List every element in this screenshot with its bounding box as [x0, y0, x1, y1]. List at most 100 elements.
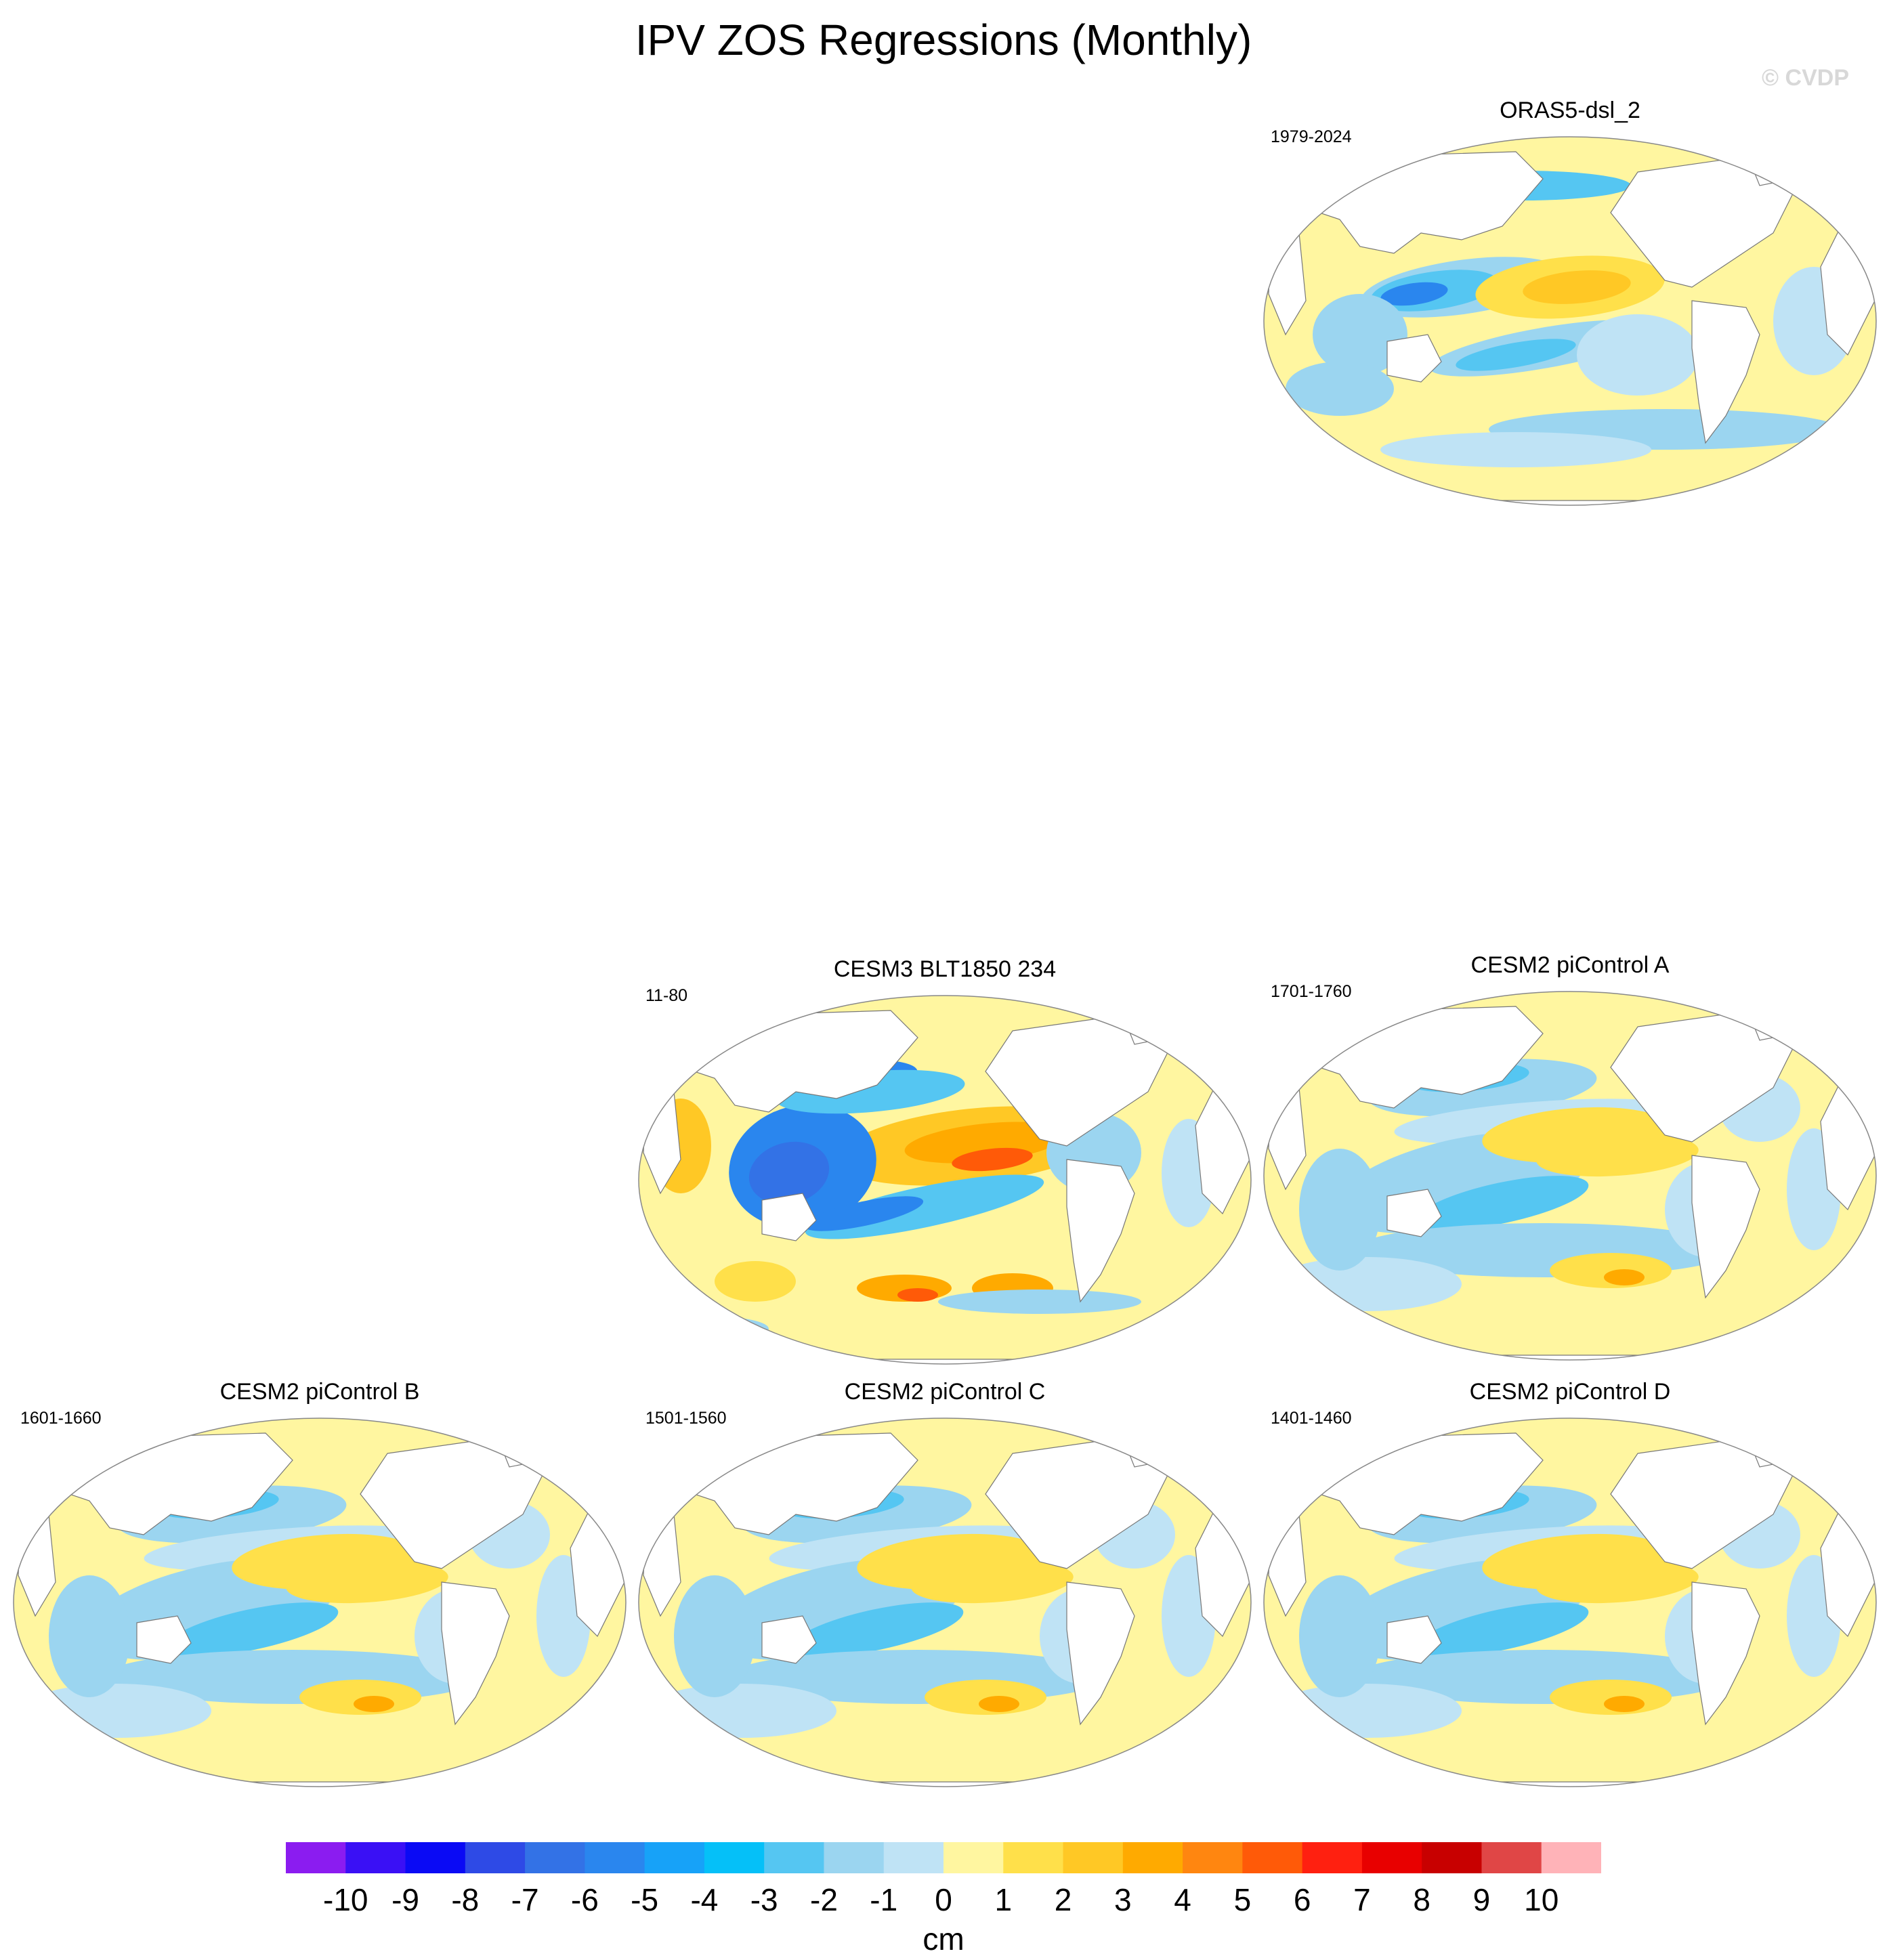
colorbar-tick-label: -1 — [870, 1882, 898, 1917]
colorbar-swatch — [764, 1842, 825, 1873]
colorbar-swatch — [883, 1842, 944, 1873]
colorbar-tick-label: 8 — [1413, 1882, 1430, 1917]
colorbar-swatch — [286, 1842, 346, 1873]
map-panel-cesm2-c: CESM2 piControl C 1501-1560 — [633, 1379, 1256, 1787]
colorbar-swatch — [1063, 1842, 1124, 1873]
panel-title: CESM2 piControl C — [844, 1379, 1046, 1405]
coastline — [136, 1615, 192, 1664]
map-field — [14, 1418, 626, 1787]
map-outline — [13, 1418, 627, 1787]
colorbar-unit: cm — [923, 1921, 964, 1957]
field-anomaly — [1313, 294, 1407, 375]
north-america-land — [1611, 1013, 1794, 1142]
coastline — [761, 1193, 817, 1241]
colorbar-swatch — [465, 1842, 526, 1873]
colorbar-tick-label: 3 — [1114, 1882, 1132, 1917]
coastline — [1298, 1432, 1544, 1535]
colorbar-swatch — [644, 1842, 705, 1873]
coastline — [1386, 1189, 1442, 1237]
colorbar-tick-label: -3 — [750, 1882, 778, 1917]
field-anomaly — [1536, 1134, 1699, 1177]
map-field — [639, 996, 1251, 1364]
field-anomaly — [1523, 270, 1631, 304]
field-anomaly — [1577, 314, 1699, 396]
colorbar-swatch — [1183, 1842, 1243, 1873]
panel-title: ORAS5-dsl_2 — [1500, 98, 1640, 123]
australia-land — [137, 1616, 191, 1663]
field-anomaly — [938, 1290, 1141, 1314]
panel-title: CESM2 piControl A — [1470, 952, 1670, 978]
field-anomaly — [1416, 1602, 1589, 1657]
colorbar-tick-label: 10 — [1524, 1882, 1559, 1917]
south-america-land — [442, 1582, 509, 1724]
field-anomaly — [803, 1196, 924, 1231]
colorbar-swatch — [1481, 1842, 1542, 1873]
panel-period: 1979-2024 — [1271, 127, 1352, 146]
colorbar-swatch — [1422, 1842, 1483, 1873]
colorbar-tick-label: 4 — [1174, 1882, 1191, 1917]
colorbar-tick-label: -8 — [451, 1882, 480, 1917]
coastline — [673, 1432, 918, 1535]
panel-period: 1401-1460 — [1271, 1409, 1352, 1428]
coastline — [1691, 300, 1760, 444]
map-field — [1264, 992, 1876, 1360]
colorbar-swatch — [1003, 1842, 1064, 1873]
field-anomaly — [1456, 339, 1576, 371]
coastline — [1386, 334, 1442, 383]
colorbar-tick-label: 5 — [1233, 1882, 1252, 1917]
south-america-land — [1067, 1582, 1135, 1724]
map-panel-cesm2-b: CESM2 piControl B 1601-1660 — [8, 1379, 631, 1787]
panel-title: CESM2 piControl B — [219, 1379, 420, 1405]
colorbar-tick-label: -2 — [810, 1882, 838, 1917]
coastline — [673, 1010, 918, 1113]
colorbar-tick-label: 1 — [994, 1882, 1013, 1917]
map-field — [639, 1418, 1251, 1787]
coastline — [48, 1432, 293, 1535]
coastline — [1066, 1159, 1135, 1303]
colorbar-swatch — [525, 1842, 585, 1873]
coastline — [1691, 1581, 1760, 1726]
panel-period: 1701-1760 — [1271, 982, 1352, 1001]
field-anomaly — [1416, 1176, 1589, 1230]
panel-period: 1601-1660 — [20, 1409, 102, 1428]
colorbar-swatch — [1361, 1842, 1422, 1873]
south-america-land — [1692, 1155, 1760, 1298]
north-america-land — [985, 1017, 1168, 1146]
south-america-land — [1692, 301, 1760, 443]
field-anomaly — [979, 1696, 1019, 1712]
field-anomaly — [165, 1602, 339, 1657]
field-anomaly — [286, 1560, 448, 1604]
field-anomaly — [715, 1261, 796, 1302]
coastline — [761, 1615, 817, 1664]
field-anomaly — [354, 1696, 394, 1712]
south-america-land — [1692, 1582, 1760, 1724]
map-field — [1264, 1418, 1876, 1787]
field-anomaly — [660, 1317, 769, 1341]
panel-title: CESM2 piControl D — [1469, 1379, 1671, 1405]
coastline — [1066, 1581, 1135, 1726]
field-anomaly — [1380, 432, 1651, 467]
map-outline — [1263, 136, 1877, 506]
australia-land — [1387, 1616, 1441, 1663]
colorbar-tick-label: -5 — [631, 1882, 659, 1917]
map-outline — [638, 1418, 1252, 1787]
coastline — [441, 1581, 510, 1726]
field-anomaly — [22, 1684, 211, 1738]
south-america-land — [1067, 1159, 1135, 1302]
colorbar-swatch — [585, 1842, 645, 1873]
australia-land — [762, 1616, 816, 1663]
map-plot — [1263, 136, 1877, 506]
field-anomaly — [911, 1560, 1074, 1604]
coastline — [1386, 1615, 1442, 1664]
north-america-land — [1611, 1440, 1794, 1569]
map-panel-cesm2-a: CESM2 piControl A 1701-1760 — [1258, 952, 1882, 1361]
field-anomaly — [748, 1141, 830, 1205]
map-outline — [1263, 1418, 1877, 1787]
coastline — [1298, 1006, 1544, 1109]
map-plot — [1263, 1418, 1877, 1787]
field-anomaly — [1536, 1560, 1699, 1604]
colorbar-tick-label: -7 — [511, 1882, 539, 1917]
panel-title: CESM3 BLT1850 234 — [833, 956, 1057, 982]
colorbar — [286, 1842, 1601, 1873]
colorbar-swatch — [824, 1842, 885, 1873]
